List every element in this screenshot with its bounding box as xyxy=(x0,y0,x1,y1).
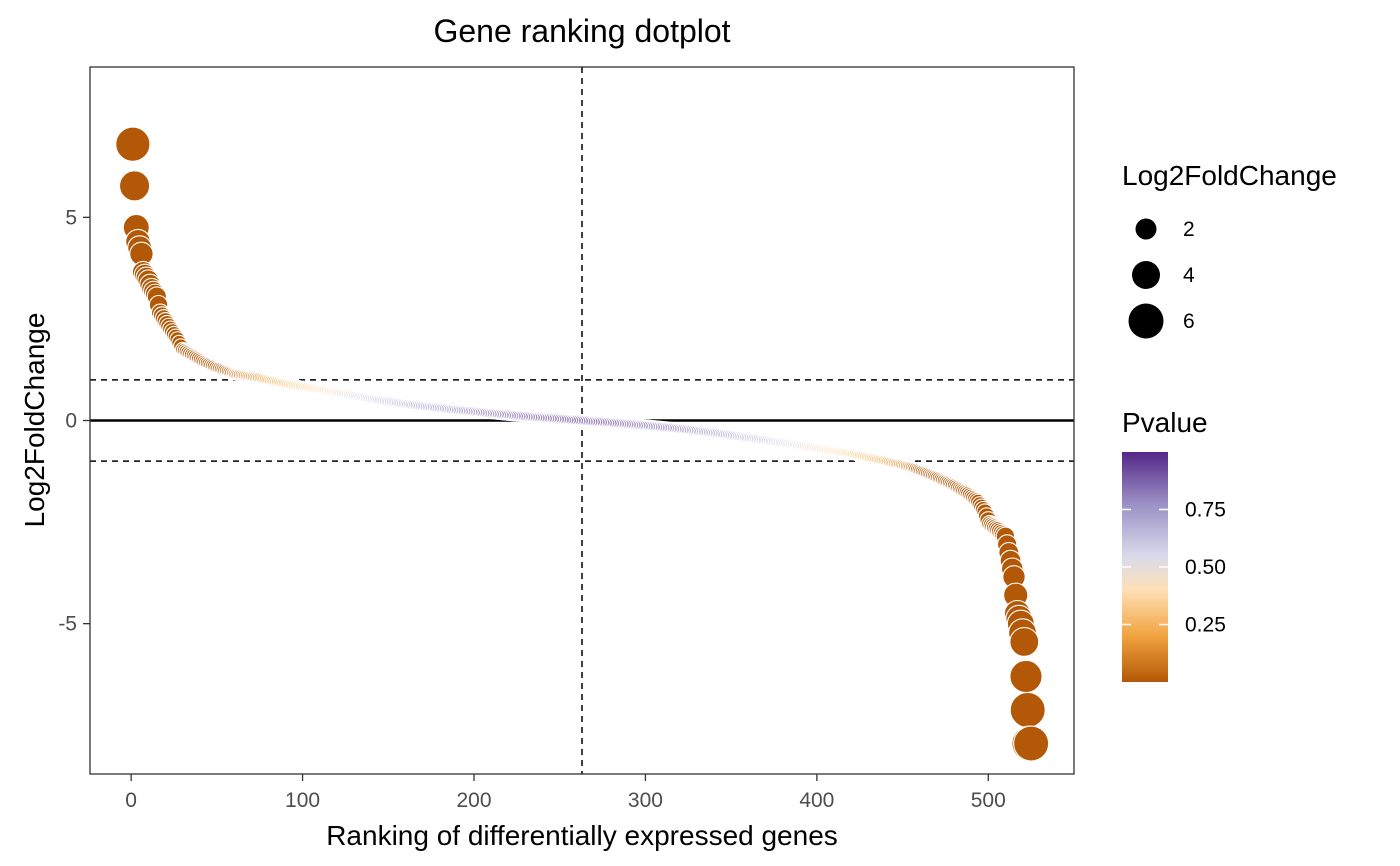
y-tick-label: 5 xyxy=(65,206,77,229)
x-tick-label: 100 xyxy=(285,789,320,812)
size-legend-label: 6 xyxy=(1183,310,1195,333)
x-tick-label: 300 xyxy=(628,789,663,812)
plot-area xyxy=(89,66,1075,775)
color-legend: Pvalue 0.75 0.50 0.25 xyxy=(1122,407,1226,682)
size-legend-key xyxy=(1128,303,1164,339)
size-legend-key xyxy=(1132,261,1160,289)
chart-title: Gene ranking dotplot xyxy=(433,13,730,49)
gene-point xyxy=(1009,691,1046,729)
gene-point xyxy=(115,126,151,162)
x-tick-label: 0 xyxy=(125,789,137,812)
y-tick-label: -5 xyxy=(58,613,77,636)
gene-point xyxy=(118,170,151,202)
data-points xyxy=(115,126,1050,762)
x-tick-label: 400 xyxy=(799,789,834,812)
x-axis: 0 100 200 300 400 500 xyxy=(125,774,1006,812)
size-legend: Log2FoldChange 2 4 6 xyxy=(1122,160,1337,339)
x-tick-label: 200 xyxy=(456,789,491,812)
y-axis: -5 0 5 xyxy=(58,206,90,636)
x-axis-title: Ranking of differentially expressed gene… xyxy=(326,820,838,851)
size-legend-label: 2 xyxy=(1183,218,1195,241)
colorbar-label: 0.75 xyxy=(1185,499,1226,522)
colorbar-label: 0.50 xyxy=(1185,556,1226,579)
y-axis-title: Log2FoldChange xyxy=(19,313,50,528)
gene-point xyxy=(1013,725,1050,762)
color-legend-title: Pvalue xyxy=(1122,407,1208,438)
size-legend-key xyxy=(1135,218,1157,240)
colorbar-label: 0.25 xyxy=(1185,614,1226,637)
size-legend-label: 4 xyxy=(1183,264,1195,287)
gene-point xyxy=(1009,626,1040,657)
x-tick-label: 500 xyxy=(971,789,1006,812)
size-legend-title: Log2FoldChange xyxy=(1122,160,1337,191)
y-tick-label: 0 xyxy=(65,410,77,433)
gene-point xyxy=(1009,659,1043,694)
